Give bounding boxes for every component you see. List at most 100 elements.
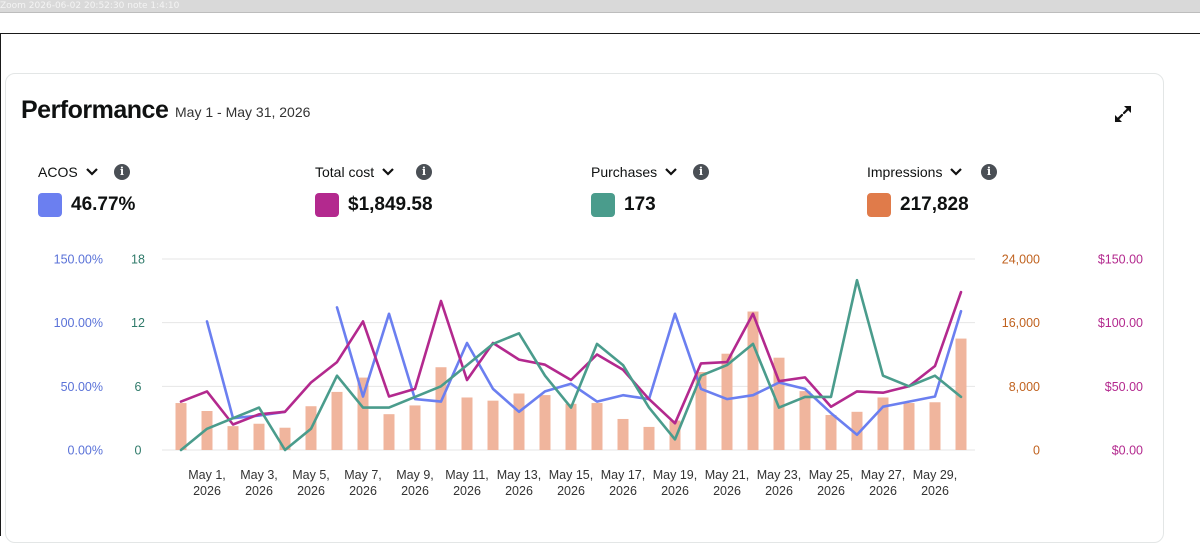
acos-axis-tick: 50.00% <box>61 380 103 394</box>
x-axis-tick-label: May 13, <box>497 468 541 482</box>
acos-line <box>205 320 287 420</box>
impressions-bar <box>435 367 447 450</box>
impressions-bar <box>851 411 863 450</box>
total-cost-axis-tick: $50.00 <box>1105 380 1143 394</box>
x-axis-tick-label: 2026 <box>401 484 429 498</box>
purchases-axis-tick: 6 <box>135 380 142 394</box>
x-axis-tick-label: May 17, <box>601 468 645 482</box>
x-axis-tick-label: May 15, <box>549 468 593 482</box>
metric-total-cost-value: $1,849.58 <box>348 194 433 215</box>
x-axis-tick-label: 2026 <box>297 484 325 498</box>
impressions-bar <box>487 400 499 450</box>
metric-purchases-swatch <box>591 193 615 217</box>
impressions-bar <box>227 426 239 450</box>
metric-acos-value: 46.77% <box>71 194 136 215</box>
impressions-bar <box>825 414 837 450</box>
x-axis-tick-label: May 9, <box>396 468 434 482</box>
impressions-bar <box>695 372 707 450</box>
impressions-bar <box>409 405 421 450</box>
metric-impressions-dropdown[interactable]: Impressions <box>867 163 969 181</box>
info-icon[interactable]: i <box>693 164 709 180</box>
x-axis-tick-label: 2026 <box>245 484 273 498</box>
metric-impressions: Impressions 217,828 <box>867 163 969 217</box>
x-axis-tick-label: May 19, <box>653 468 697 482</box>
x-axis-tick-label: May 1, <box>188 468 226 482</box>
impressions-axis-tick: 8,000 <box>1009 380 1040 394</box>
x-axis-tick-label: May 21, <box>705 468 749 482</box>
impressions-bar <box>955 338 967 450</box>
impressions-bar <box>773 357 785 450</box>
x-axis-tick-label: 2026 <box>505 484 533 498</box>
x-axis-tick-label: May 5, <box>292 468 330 482</box>
info-icon[interactable]: i <box>981 164 997 180</box>
performance-chart: 150.00% 18 24,000 $150.00 100.00% 12 16,000 $10… <box>54 253 1143 499</box>
impressions-bar <box>357 377 369 450</box>
metric-total-cost-label: Total cost <box>315 164 375 180</box>
impressions-bar <box>201 411 213 450</box>
impressions-bar <box>565 403 577 450</box>
impressions-bar <box>747 311 759 450</box>
total-cost-axis-tick: $100.00 <box>1098 316 1143 330</box>
metric-total-cost-swatch <box>315 193 339 217</box>
x-axis-tick-label: 2026 <box>713 484 741 498</box>
total-cost-axis-tick: $0.00 <box>1112 444 1143 458</box>
impressions-axis-tick: 16,000 <box>1002 316 1040 330</box>
x-axis-tick-label: May 7, <box>344 468 382 482</box>
date-range: May 1 - May 31, 2026 <box>175 104 311 120</box>
metric-acos-swatch <box>38 193 62 217</box>
impressions-bar <box>877 397 889 450</box>
x-axis-tick-label: 2026 <box>921 484 949 498</box>
x-axis-tick-label: May 25, <box>809 468 853 482</box>
expand-icon[interactable] <box>1113 104 1133 124</box>
purchases-line <box>179 278 963 452</box>
impressions-bar <box>279 427 291 450</box>
acos-axis-tick: 0.00% <box>68 444 103 458</box>
x-axis-tick-label: 2026 <box>193 484 221 498</box>
impressions-bar <box>669 420 681 450</box>
impressions-bar <box>799 391 811 450</box>
impressions-bar <box>929 402 941 450</box>
impressions-bar <box>591 403 603 450</box>
impressions-axis-tick: 24,000 <box>1002 253 1040 267</box>
x-axis-tick-label: May 29, <box>913 468 957 482</box>
x-axis-tick-label: 2026 <box>349 484 377 498</box>
x-axis-tick-label: 2026 <box>661 484 689 498</box>
chevron-down-icon <box>665 168 677 176</box>
chevron-down-icon <box>382 168 394 176</box>
x-axis-tick-label: 2026 <box>869 484 897 498</box>
impressions-bar <box>461 397 473 450</box>
info-icon[interactable]: i <box>114 164 130 180</box>
purchases-axis-tick: 18 <box>131 253 145 267</box>
acos-axis-tick: 150.00% <box>54 253 103 267</box>
x-axis-tick-label: May 11, <box>445 468 489 482</box>
metric-purchases-dropdown[interactable]: Purchases <box>591 163 677 181</box>
impressions-bar <box>331 391 343 450</box>
metric-total-cost: Total cost $1,849.58 <box>315 163 433 217</box>
x-axis-tick-label: May 3, <box>240 468 278 482</box>
purchases-axis-tick: 12 <box>131 316 145 330</box>
chevron-down-icon <box>950 168 963 176</box>
x-axis-tick-label: 2026 <box>817 484 845 498</box>
x-axis-tick-label: May 23, <box>757 468 801 482</box>
performance-card <box>5 73 1164 543</box>
top-strip-text: Zoom 2026-06-02 20:52:30 note 1:4:10 <box>0 1 180 11</box>
impressions-bar <box>903 403 915 450</box>
purchases-axis-tick: 0 <box>135 444 142 458</box>
x-axis-tick-label: 2026 <box>609 484 637 498</box>
impressions-bar <box>383 414 395 450</box>
metric-total-cost-dropdown[interactable]: Total cost <box>315 163 433 181</box>
info-icon[interactable]: i <box>416 164 432 180</box>
metric-impressions-label: Impressions <box>867 164 943 180</box>
metric-acos-dropdown[interactable]: ACOS <box>38 163 135 181</box>
impressions-bar <box>617 418 629 450</box>
x-axis-tick-label: 2026 <box>557 484 585 498</box>
total-cost-axis-tick: $150.00 <box>1098 253 1143 267</box>
metric-purchases-value: 173 <box>624 194 656 215</box>
metric-impressions-swatch <box>867 193 891 217</box>
x-axis-tick-label: 2026 <box>453 484 481 498</box>
impressions-bar <box>513 393 525 450</box>
acos-line <box>335 306 963 436</box>
total-cost-line <box>179 290 963 426</box>
metric-impressions-value: 217,828 <box>900 194 969 215</box>
x-axis-tick-label: 2026 <box>765 484 793 498</box>
